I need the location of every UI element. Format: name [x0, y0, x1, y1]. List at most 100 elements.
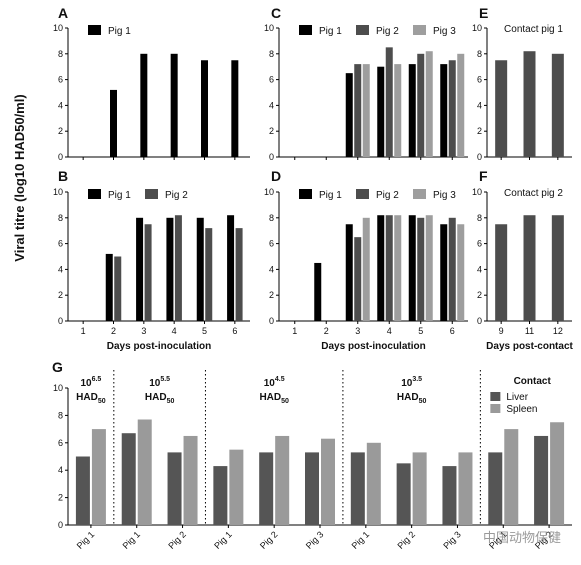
- panel-f-y-tick-label: 8: [477, 213, 482, 223]
- panel-d-bar: [314, 262, 322, 321]
- g-bar-liver: [121, 433, 136, 525]
- panel-d-legend-swatch: [413, 189, 426, 199]
- panel-a-y-tick-label: 8: [58, 49, 63, 59]
- panel-b-legend-swatch: [145, 189, 158, 199]
- panel-d-legend-label: Pig 3: [433, 190, 456, 201]
- panel-d-bar: [457, 224, 465, 321]
- panel-b-bar: [144, 224, 152, 321]
- panel-a-y-tick-label: 10: [53, 23, 63, 33]
- g-group-unit-label: HAD50: [76, 392, 106, 405]
- panel-d-y-tick-label: 4: [269, 264, 274, 274]
- panel-g-y-tick-label: 6: [58, 438, 63, 448]
- panel-d-y-tick-label: 6: [269, 239, 274, 249]
- panel-f-y-tick-label: 10: [472, 187, 482, 197]
- panel-d-x-tick-label: 3: [355, 326, 360, 336]
- panel-d-letter: D: [271, 168, 281, 184]
- g-x-tick-label: Pig 3: [304, 529, 326, 551]
- panel-d-legend-label: Pig 1: [319, 190, 342, 201]
- panel-f-bar: [523, 215, 536, 321]
- panel-g-y-tick-label: 8: [58, 410, 63, 420]
- panel-e-letter: E: [479, 5, 488, 21]
- panel-b-x-tick-label: 3: [141, 326, 146, 336]
- panel-a-bar: [201, 60, 208, 157]
- g-bar-liver: [75, 456, 90, 525]
- g-bar-liver: [350, 452, 365, 525]
- panel-c-y-tick-label: 8: [269, 49, 274, 59]
- panel-c-legend-swatch: [356, 25, 369, 35]
- panel-b-legend-label: Pig 1: [108, 190, 131, 201]
- panel-d-y-tick-label: 2: [269, 290, 274, 300]
- panel-f-x-tick-label: 12: [553, 326, 563, 336]
- panel-d-bar: [394, 215, 402, 321]
- panel-b-y-tick-label: 8: [58, 213, 63, 223]
- panel-b-y-tick-label: 4: [58, 264, 63, 274]
- g-x-tick-label: Pig 2: [258, 529, 280, 551]
- g-legend-swatch-liver: [490, 392, 501, 401]
- g-bar-spleen: [91, 429, 106, 525]
- panel-b-x-tick-label: 6: [232, 326, 237, 336]
- y-axis-label: Viral titre (log10 HAD50/ml): [12, 94, 27, 261]
- panel-a-bar: [110, 89, 117, 157]
- g-bar-liver: [259, 452, 274, 525]
- panel-f-bar: [551, 215, 564, 321]
- panel-g: G 0 2 4 6 8 10 Pig 1 Pig 1 Pig 2 Pig 1 Pig 2 Pig 3 Pi…: [52, 359, 572, 551]
- panel-g-y-tick-label: 10: [53, 383, 63, 393]
- g-bar-spleen: [412, 452, 427, 525]
- panel-c-bar: [385, 47, 393, 157]
- panel-d-bar: [425, 215, 433, 321]
- panel-a-legend-swatch: [88, 25, 101, 35]
- panel-f-x-tick-label: 11: [525, 326, 534, 336]
- panel-c-bar: [354, 64, 362, 157]
- panel-d-y-tick-label: 0: [269, 316, 274, 326]
- panel-b-bar: [205, 228, 213, 321]
- panel-d-x-tick-label: 2: [324, 326, 329, 336]
- g-group-dose-label: 103.5: [401, 376, 422, 389]
- panel-e-title: Contact pig 1: [504, 24, 563, 35]
- panel-a-y-tick-label: 0: [58, 152, 63, 162]
- panel-b-x-tick-label: 4: [172, 326, 177, 336]
- panel-d-legend-swatch: [356, 189, 369, 199]
- panel-e-y-tick-label: 10: [472, 23, 482, 33]
- panel-c-bar: [377, 66, 385, 157]
- panel-c-bar: [457, 53, 465, 157]
- g-legend-label-spleen: Spleen: [506, 404, 537, 415]
- g-bar-spleen: [229, 449, 244, 525]
- panel-f-y-tick-label: 4: [477, 264, 482, 274]
- g-bar-liver: [213, 466, 228, 525]
- panel-g-y-tick-label: 2: [58, 493, 63, 503]
- g-bar-liver: [167, 452, 182, 525]
- panel-c-bar: [425, 51, 433, 157]
- panel-c-y-tick-label: 0: [269, 152, 274, 162]
- panel-d-bar: [440, 224, 448, 321]
- panel-e: E 0 2 4 6 8 10 Contact pig 1: [472, 5, 572, 162]
- panel-b-y-tick-label: 2: [58, 290, 63, 300]
- panel-b-x-tick-label: 1: [81, 326, 86, 336]
- panel-d-legend-swatch: [299, 189, 312, 199]
- panel-d-bar: [362, 217, 370, 321]
- panel-c-legend-label: Pig 2: [376, 26, 399, 37]
- panel-a-bar: [170, 53, 178, 157]
- g-x-tick-label: Pig 3: [441, 529, 463, 551]
- g-group-unit-label: HAD50: [397, 392, 427, 405]
- g-group-dose-label: 105.5: [149, 376, 170, 389]
- panel-f-x-tick-label: 9: [499, 326, 504, 336]
- panel-d-bar: [408, 215, 416, 321]
- g-bar-spleen: [458, 452, 473, 525]
- watermark: 中国动物保健: [483, 530, 561, 545]
- g-bar-spleen: [321, 438, 335, 525]
- panel-d-bar: [377, 215, 385, 321]
- g-bar-spleen: [137, 419, 152, 525]
- g-bar-liver: [396, 463, 411, 525]
- panel-a-letter: A: [58, 5, 68, 21]
- g-x-tick-label: Pig 2: [395, 529, 417, 551]
- panel-a-y-tick-label: 6: [58, 75, 63, 85]
- panel-c-bar: [345, 73, 353, 157]
- panel-d-legend-label: Pig 2: [376, 190, 399, 201]
- panel-b-x-axis-title: Days post-inoculation: [107, 341, 211, 352]
- panel-f-y-tick-label: 2: [477, 290, 482, 300]
- panel-b-bar: [227, 215, 235, 321]
- panel-c-letter: C: [271, 5, 281, 21]
- panel-d-bar: [345, 224, 353, 321]
- panel-b-bar: [114, 256, 122, 321]
